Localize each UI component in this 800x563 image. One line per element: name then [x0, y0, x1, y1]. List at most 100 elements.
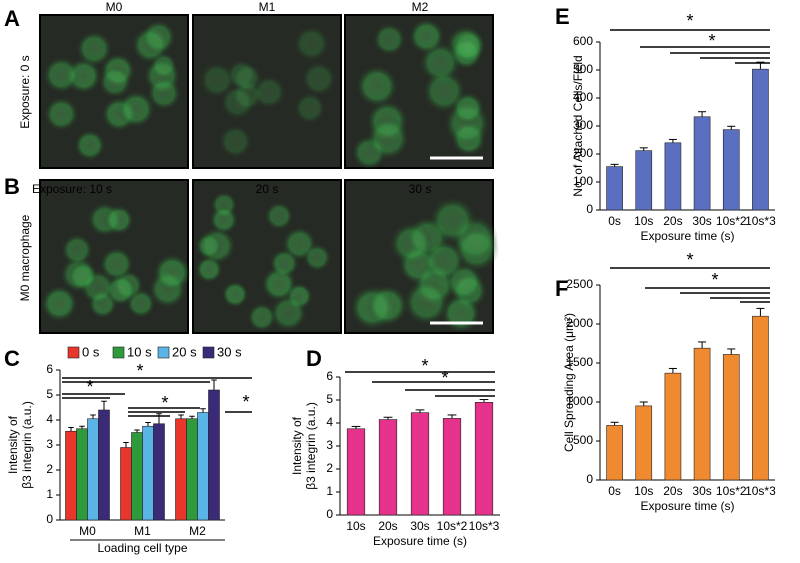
cell	[61, 234, 93, 266]
bar	[606, 425, 623, 481]
panel-label: B	[4, 174, 20, 199]
asterisk: *	[161, 393, 168, 413]
bar	[153, 423, 165, 521]
cell	[372, 23, 406, 56]
x-tick-label: 10s*3	[469, 519, 500, 533]
x-tick-label: 10s	[346, 519, 365, 533]
legend-label: 10 s	[127, 344, 152, 359]
cell	[422, 69, 466, 113]
x-tick-label: 10s*3	[745, 484, 776, 498]
legend-swatch	[157, 346, 170, 359]
bar	[474, 401, 494, 516]
cell	[294, 92, 326, 124]
y-tick-label: 0	[586, 202, 593, 216]
x-tick-label: 20s	[663, 484, 682, 498]
y-axis-label: Intensity of	[290, 416, 304, 475]
bar	[664, 142, 682, 211]
cell	[74, 129, 106, 161]
bar	[635, 405, 653, 481]
y-axis-label: β3 integrin (a.u.)	[20, 401, 34, 489]
asterisk: *	[242, 392, 249, 412]
x-tick-label: 20s	[663, 214, 682, 228]
cell	[403, 279, 450, 326]
column-title: M1	[259, 0, 276, 14]
y-tick-label: 100	[573, 174, 593, 188]
bar	[635, 150, 653, 211]
asterisk: *	[686, 250, 693, 270]
cell	[422, 239, 465, 282]
y-axis-label: No. of Attached Cells/Field	[571, 55, 585, 196]
cell	[104, 205, 134, 235]
bar	[722, 354, 740, 481]
panel-label: F	[555, 276, 568, 301]
bar	[186, 418, 198, 521]
bar	[693, 116, 711, 211]
y-tick-label: 300	[573, 118, 593, 132]
y-tick-label: 1000	[566, 394, 593, 408]
asterisk: *	[441, 368, 448, 388]
cell	[195, 232, 222, 259]
y-tick-label: 4	[326, 415, 333, 429]
legend-label: 30 s	[217, 344, 242, 359]
bar	[208, 389, 220, 521]
y-axis-label: Cell Spreading Area (μm²)	[562, 313, 576, 452]
x-tick-label: 0s	[608, 484, 621, 498]
cell	[221, 280, 249, 308]
y-tick-label: 0	[326, 507, 333, 521]
asterisk: *	[686, 11, 693, 31]
y-tick-label: 400	[573, 90, 593, 104]
y-tick-label: 200	[573, 146, 593, 160]
panel-label: A	[4, 6, 20, 31]
cell	[98, 65, 132, 99]
column-title: M2	[412, 0, 429, 14]
asterisk: *	[708, 31, 715, 51]
cell	[264, 201, 294, 231]
row-label: M0 macrophage	[18, 214, 32, 301]
cell	[293, 25, 330, 62]
y-tick-label: 2000	[566, 316, 593, 330]
cell	[99, 247, 134, 282]
cell	[303, 243, 332, 272]
x-tick-label: 10s*2	[437, 519, 468, 533]
bar	[693, 347, 711, 481]
y-tick-label: 4	[46, 412, 53, 426]
x-tick-label: 20s	[378, 519, 397, 533]
row-title: 30 s	[409, 182, 432, 196]
cell	[451, 29, 486, 64]
cell	[269, 294, 307, 332]
x-axis-label: Loading cell type	[97, 541, 187, 555]
x-tick-label: M0	[79, 524, 96, 538]
y-axis-label: Intensity of	[6, 415, 20, 474]
y-tick-label: 1	[46, 487, 53, 501]
cell	[218, 124, 253, 159]
bar	[98, 409, 110, 521]
cell	[147, 76, 182, 111]
bar	[442, 418, 462, 516]
x-axis-label: Exposure time (s)	[640, 499, 734, 513]
bar	[606, 166, 623, 211]
asterisk: *	[86, 377, 93, 397]
cell	[301, 61, 337, 96]
cell	[43, 56, 80, 94]
y-tick-label: 6	[326, 369, 333, 383]
x-tick-label: 30s	[410, 519, 429, 533]
bar	[378, 419, 398, 516]
y-tick-label: 5	[326, 392, 333, 406]
y-tick-label: 3	[46, 437, 53, 451]
x-axis-label: Exposure time (s)	[373, 534, 467, 548]
y-tick-label: 500	[573, 433, 593, 447]
cell	[366, 284, 408, 327]
bar	[752, 68, 769, 211]
x-tick-label: 10s*2	[716, 214, 747, 228]
bar	[131, 432, 143, 521]
y-tick-label: 5	[46, 387, 53, 401]
cell	[269, 248, 299, 279]
x-tick-label: 30s	[692, 214, 711, 228]
y-tick-label: 2	[46, 462, 53, 476]
bar	[175, 418, 187, 521]
bar	[76, 428, 88, 521]
x-tick-label: 30s	[692, 484, 711, 498]
legend-swatch	[67, 346, 80, 359]
bar	[120, 447, 132, 521]
